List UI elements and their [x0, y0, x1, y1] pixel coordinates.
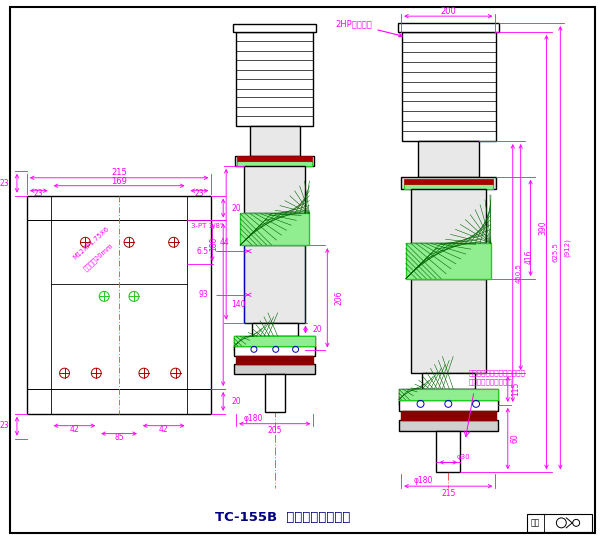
Bar	[237, 161, 313, 166]
Text: φ30: φ30	[456, 455, 470, 461]
Bar	[399, 420, 498, 430]
Text: 169: 169	[111, 177, 127, 186]
Text: 450.5: 450.5	[516, 263, 522, 283]
Text: 23: 23	[194, 189, 204, 198]
Bar	[234, 364, 316, 374]
Bar	[436, 430, 460, 472]
Text: 20: 20	[231, 204, 241, 213]
Bar	[234, 336, 316, 350]
Bar	[527, 514, 592, 532]
Text: 23: 23	[34, 189, 44, 198]
Bar	[399, 389, 498, 405]
Text: M12XP1.75X6: M12XP1.75X6	[72, 226, 110, 261]
Bar	[404, 184, 493, 188]
Bar	[252, 322, 298, 336]
Text: 夾頭組長度不同高度也會不同
依據實際馬達高度為主: 夾頭組長度不同高度也會不同 依據實際馬達高度為主	[469, 369, 526, 385]
Bar	[406, 243, 491, 279]
Bar	[418, 141, 479, 177]
Text: 23: 23	[0, 421, 9, 430]
Bar	[401, 32, 496, 141]
Bar	[250, 126, 299, 156]
Text: TC-155B  油壓頭簡易組合圖: TC-155B 油壓頭簡易組合圖	[215, 511, 350, 524]
Text: 42: 42	[159, 425, 169, 434]
Text: φ180: φ180	[414, 476, 433, 485]
Text: 416: 416	[524, 250, 533, 265]
Bar	[244, 166, 305, 213]
Text: 2HP主軸馬達: 2HP主軸馬達	[336, 19, 402, 37]
Bar	[410, 279, 486, 373]
Bar	[399, 389, 498, 400]
Bar	[401, 177, 496, 188]
Text: 23: 23	[0, 179, 9, 188]
Text: 有效深度20mm: 有效深度20mm	[82, 242, 115, 272]
Text: (912): (912)	[565, 238, 571, 257]
Text: 85: 85	[114, 433, 124, 442]
Bar	[398, 23, 499, 32]
Text: 625.5: 625.5	[553, 242, 559, 262]
Bar	[399, 400, 498, 411]
Bar	[265, 374, 284, 412]
Bar	[404, 179, 493, 184]
Bar	[237, 156, 313, 161]
Text: φ180: φ180	[243, 414, 263, 423]
Text: 180: 180	[209, 237, 218, 252]
Bar	[234, 346, 316, 356]
Bar	[240, 213, 310, 245]
Text: 200: 200	[440, 6, 456, 16]
Bar	[236, 32, 313, 126]
Text: 44: 44	[219, 238, 229, 247]
Text: 390: 390	[539, 220, 548, 235]
Text: 60: 60	[511, 434, 520, 443]
Text: 206: 206	[334, 291, 343, 305]
Bar	[234, 336, 316, 346]
Text: 93: 93	[199, 291, 208, 299]
Text: 投影: 投影	[531, 518, 540, 528]
Text: 140: 140	[231, 300, 245, 309]
Bar	[235, 156, 314, 166]
Text: 6.5: 6.5	[196, 247, 208, 255]
Text: 20: 20	[231, 397, 241, 406]
Text: 215: 215	[441, 489, 455, 497]
Text: 3-PT 3/8": 3-PT 3/8"	[191, 224, 224, 230]
Bar	[236, 356, 313, 364]
Bar	[422, 373, 475, 389]
Bar	[27, 195, 211, 414]
Bar	[244, 245, 305, 322]
Text: 205: 205	[268, 426, 282, 435]
Bar	[233, 24, 316, 32]
Text: 215: 215	[111, 168, 127, 177]
Bar	[410, 188, 486, 243]
Bar	[401, 411, 496, 420]
Text: 20: 20	[313, 325, 322, 334]
Text: 115: 115	[511, 382, 520, 396]
Text: 42: 42	[70, 425, 79, 434]
